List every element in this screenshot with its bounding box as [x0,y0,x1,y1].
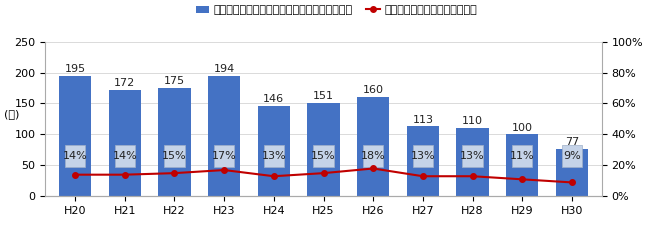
FancyBboxPatch shape [562,145,582,167]
Bar [357,97,389,196]
Bar [407,126,439,196]
Text: 172: 172 [114,78,135,88]
FancyBboxPatch shape [65,145,85,167]
Text: 100: 100 [512,123,532,133]
Text: 77: 77 [565,137,579,147]
Text: 110: 110 [462,116,483,126]
FancyBboxPatch shape [363,145,383,167]
Legend: リコール対象製品による重大製品事故発生件数, 重大製品事故全体に占める割合: リコール対象製品による重大製品事故発生件数, 重大製品事故全体に占める割合 [192,1,481,20]
Text: 11%: 11% [510,151,534,161]
Bar [59,76,91,196]
Text: 14%: 14% [113,151,137,161]
Text: 13%: 13% [411,151,435,161]
Text: 9%: 9% [563,151,581,161]
FancyBboxPatch shape [214,145,234,167]
Bar [258,106,290,196]
Bar [307,103,340,196]
Text: 151: 151 [313,91,334,101]
Bar [506,134,538,196]
Text: 113: 113 [412,115,433,125]
FancyBboxPatch shape [164,145,184,167]
Bar [556,149,588,196]
Text: 146: 146 [263,94,285,104]
FancyBboxPatch shape [463,145,483,167]
Text: 13%: 13% [460,151,485,161]
FancyBboxPatch shape [413,145,433,167]
Bar [208,76,240,196]
Text: 14%: 14% [63,151,87,161]
Text: 15%: 15% [311,151,336,161]
Text: 18%: 18% [361,151,386,161]
Bar [456,128,488,196]
FancyBboxPatch shape [313,145,334,167]
Text: 160: 160 [363,85,384,95]
FancyBboxPatch shape [512,145,532,167]
Text: 194: 194 [214,64,235,74]
Y-axis label: (件): (件) [4,109,19,119]
Text: 15%: 15% [162,151,187,161]
FancyBboxPatch shape [115,145,135,167]
Bar [159,88,191,196]
Text: 17%: 17% [212,151,237,161]
Text: 13%: 13% [261,151,286,161]
Bar [109,90,141,196]
Text: 175: 175 [164,76,185,86]
FancyBboxPatch shape [264,145,284,167]
Text: 195: 195 [65,64,85,74]
